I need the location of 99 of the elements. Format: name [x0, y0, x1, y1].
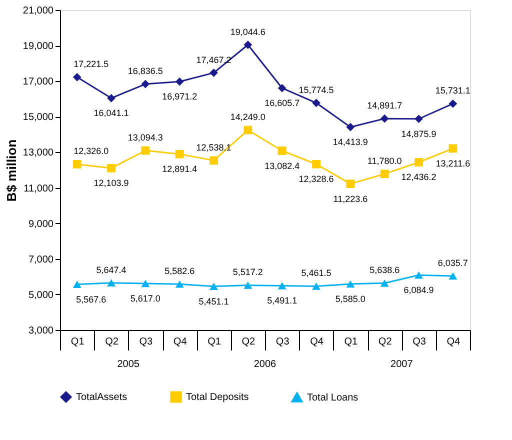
data-label: 6,035.7	[438, 258, 468, 268]
data-label: 5,567.6	[76, 294, 106, 304]
point	[175, 77, 184, 86]
point	[72, 280, 82, 288]
data-label: 19,044.6	[230, 26, 266, 37]
point	[380, 170, 389, 178]
x-tick-label: Q2	[378, 336, 392, 348]
data-label: 12,103.9	[94, 178, 129, 188]
data-label: 14,413.9	[332, 137, 368, 148]
point	[107, 164, 116, 172]
y-tick-label: 13,000	[22, 148, 54, 159]
point	[210, 68, 218, 77]
point	[107, 94, 116, 102]
x-tick-label: Q3	[139, 336, 154, 348]
point	[278, 146, 286, 155]
x-tick-label: Q4	[446, 336, 461, 348]
legend-label: TotalAssets	[76, 392, 128, 403]
point	[244, 40, 252, 49]
data-label: 15,774.5	[298, 84, 334, 95]
data-label: 12,326.0	[74, 146, 109, 156]
point	[448, 272, 458, 280]
legend-label: Total Loans	[307, 392, 358, 404]
point	[346, 180, 355, 188]
data-label: 16,836.5	[128, 66, 163, 76]
point	[175, 280, 184, 288]
x-tick-label: Q1	[208, 336, 222, 348]
point	[107, 279, 116, 287]
data-label: 5,491.1	[267, 296, 298, 306]
data-label: 15,731.1	[435, 86, 470, 96]
y-tick-label: 21,000	[22, 6, 54, 16]
y-tick-label: 3,000	[28, 326, 54, 336]
data-label: 11,780.0	[367, 156, 402, 166]
point	[312, 282, 320, 290]
y-axis-title: B$ million	[4, 139, 19, 202]
text: 2007	[390, 359, 414, 370]
point	[380, 114, 389, 123]
data-label: 5,461.5	[301, 268, 332, 278]
point	[448, 144, 458, 153]
data-label: 16,605.7	[264, 98, 300, 108]
y-tick-label: 19,000	[22, 41, 54, 52]
data-label: 6,084.9	[404, 285, 434, 296]
point	[278, 84, 286, 92]
point	[72, 160, 82, 168]
point	[244, 282, 252, 289]
x-tick-label: Q3	[276, 336, 290, 348]
data-label: 14,249.0	[230, 112, 266, 122]
data-label: 14,891.7	[367, 100, 402, 111]
data-label: 5,617.0	[130, 293, 160, 304]
data-label: 5,451.1	[198, 296, 229, 306]
point	[346, 122, 355, 132]
text: 2006	[254, 359, 277, 370]
point	[414, 272, 423, 279]
data-label: 5,582.6	[164, 266, 195, 276]
x-tick-label: Q1	[344, 336, 358, 348]
point	[141, 280, 150, 288]
point	[346, 280, 355, 288]
point	[244, 126, 252, 134]
y-tick-label: 9,000	[28, 218, 54, 230]
x-tick-label: Q2	[242, 336, 256, 348]
y-tick-label: 7,000	[28, 254, 54, 266]
x-tick-label: Q2	[105, 336, 119, 348]
point	[448, 99, 458, 108]
x-tick-label: Q4	[173, 336, 188, 348]
x-tick-label: Q3	[412, 336, 426, 348]
data-label: 12,891.4	[162, 164, 198, 174]
y-tick-label: 11,000	[24, 183, 54, 194]
y-tick-label: 5,000	[28, 290, 54, 301]
point	[210, 156, 218, 165]
point	[278, 282, 286, 290]
point	[312, 160, 320, 168]
x-tick-label: Q4	[310, 336, 324, 348]
data-label: 5,638.6	[370, 265, 400, 276]
data-label: 16,041.1	[94, 108, 129, 118]
data-label: 12,436.2	[401, 172, 436, 182]
text: 2005	[117, 359, 140, 370]
data-label: 5,517.2	[232, 267, 263, 278]
data-label: 5,585.0	[335, 294, 366, 304]
point	[175, 150, 184, 158]
legend-label: Total Deposits	[186, 392, 249, 403]
x-tick-label: Q1	[70, 336, 85, 348]
point	[141, 146, 150, 155]
data-label: 17,221.5	[74, 59, 109, 70]
data-label: 13,094.3	[128, 132, 163, 143]
point	[141, 80, 150, 88]
data-label: 14,875.9	[401, 128, 436, 139]
data-label: 13,082.4	[264, 160, 300, 171]
point	[312, 98, 320, 108]
point	[210, 282, 218, 290]
data-label: 16,971.2	[162, 92, 198, 102]
data-label: 12,328.6	[298, 174, 334, 184]
point	[414, 158, 423, 166]
point	[414, 114, 423, 124]
data-label: 5,647.4	[96, 264, 126, 275]
data-label: 13,211.6	[436, 158, 470, 168]
point	[72, 72, 82, 82]
point	[380, 279, 389, 287]
data-label: 11,223.6	[333, 194, 368, 204]
y-tick-label: 17,000	[22, 76, 54, 88]
y-tick-label: 15,000	[22, 112, 54, 124]
